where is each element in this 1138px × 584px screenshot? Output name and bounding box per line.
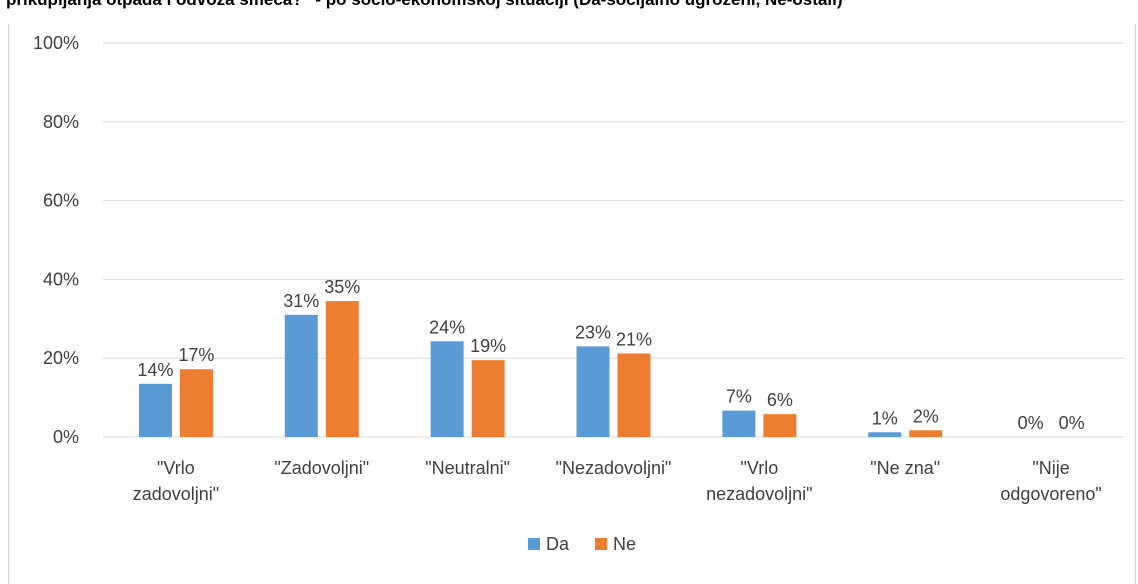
data-label: 23% <box>575 322 611 342</box>
bar-da <box>138 383 172 437</box>
bar-da <box>722 410 756 437</box>
bar-ne <box>325 301 359 437</box>
x-tick-label: "Neutralni" <box>425 458 510 478</box>
x-tick-label: "Nezadovoljni" <box>556 458 672 478</box>
data-label: 14% <box>137 360 173 380</box>
data-label: 1% <box>872 408 898 428</box>
data-label: 21% <box>616 329 652 349</box>
bar-da <box>430 341 464 437</box>
chart-title: prikupljanja otpada i odvoza smeća?" - p… <box>6 0 843 10</box>
data-label: 35% <box>324 277 360 297</box>
y-tick-label: 20% <box>43 348 79 368</box>
bar-ne <box>763 414 797 437</box>
legend-label-da: Da <box>546 534 570 554</box>
y-tick-label: 100% <box>33 33 79 53</box>
legend-swatch-ne <box>595 538 607 550</box>
chart-frame <box>8 24 1136 584</box>
data-label: 6% <box>767 390 793 410</box>
data-label: 0% <box>1018 413 1044 433</box>
bar-ne <box>179 369 213 437</box>
y-tick-label: 60% <box>43 191 79 211</box>
bar-ne <box>909 430 943 437</box>
x-tick-label: "Nije odgovoreno" <box>1000 458 1101 504</box>
bar-da <box>868 432 902 437</box>
data-label: 2% <box>913 406 939 426</box>
data-label: 19% <box>470 336 506 356</box>
bar-ne <box>617 353 651 437</box>
x-tick-label: "Ne zna" <box>870 458 940 478</box>
data-label: 24% <box>429 317 465 337</box>
x-tick-label: "Zadovoljni" <box>274 458 369 478</box>
bar-da <box>284 314 318 437</box>
data-label: 7% <box>726 387 752 407</box>
data-label: 0% <box>1059 413 1085 433</box>
data-label: 31% <box>283 291 319 311</box>
data-label: 17% <box>178 345 214 365</box>
y-tick-label: 80% <box>43 112 79 132</box>
legend-label-ne: Ne <box>613 534 636 554</box>
legend-swatch-da <box>528 538 540 550</box>
y-tick-label: 0% <box>53 427 79 447</box>
bar-da <box>576 346 610 437</box>
bar-ne <box>471 360 505 437</box>
y-tick-label: 40% <box>43 269 79 289</box>
x-tick-label: "Vrlo nezadovoljni" <box>706 458 812 504</box>
x-tick-label: "Vrlo zadovoljni" <box>133 458 219 504</box>
